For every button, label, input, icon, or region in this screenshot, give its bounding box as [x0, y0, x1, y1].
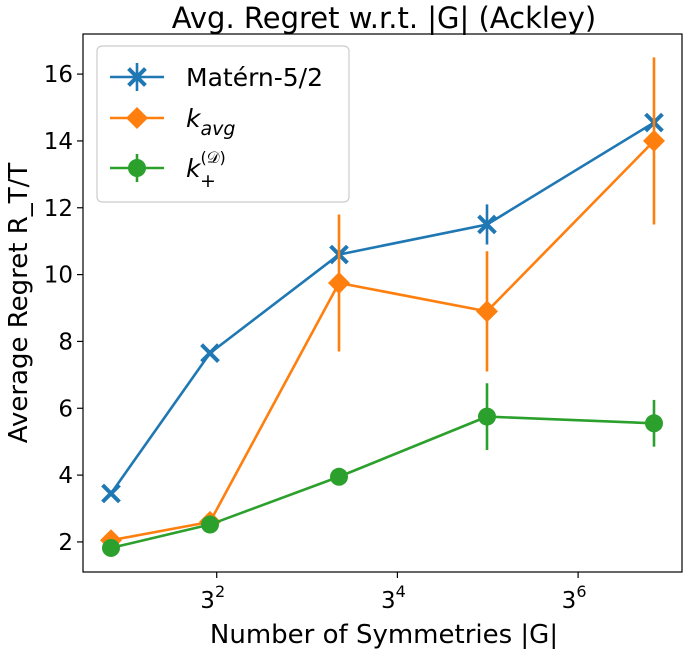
legend-label-kavg: kavg: [186, 104, 235, 140]
data-point-kplus-4: [645, 414, 663, 433]
data-point-matern-0-stroke-b: [101, 483, 121, 504]
x-axis-title: Number of Symmetries |G|: [210, 620, 558, 649]
y-tick-label-8: 8: [58, 329, 73, 355]
series-kavg: [100, 57, 665, 552]
legend-marker-matern-stroke-b: [127, 67, 147, 87]
data-point-kplus-2: [330, 467, 348, 486]
x-axis: 32 34 36: [200, 572, 587, 614]
data-point-matern-3-stroke-b: [477, 214, 497, 235]
y-tick-label-12: 12: [44, 196, 73, 222]
plot-frame: [82, 33, 683, 573]
data-point-kavg-2: [328, 271, 350, 294]
data-point-matern-0: [101, 483, 121, 504]
x-tick-label-3-6: 36: [562, 582, 587, 614]
plot-area: [100, 57, 665, 557]
legend-marker-kplus: [128, 159, 146, 177]
x-tick-label-3-4: 34: [381, 582, 406, 614]
y-tick-label-4: 4: [58, 463, 73, 489]
data-point-matern-3: [477, 214, 497, 235]
legend-marker-kavg: [126, 107, 148, 129]
y-tick-label-16: 16: [44, 62, 73, 88]
data-point-kplus-1: [201, 515, 219, 534]
legend-marker-matern: [127, 67, 147, 87]
y-tick-label-14: 14: [44, 129, 73, 155]
y-axis-title: Average Regret R_T/T: [4, 163, 34, 444]
y-tick-label-10: 10: [44, 263, 73, 289]
data-point-kavg-4: [643, 129, 665, 152]
legend-label-kplus: k(𝒟) +: [186, 148, 226, 192]
series-kplus: [102, 383, 663, 557]
legend: Matérn-5/2 kavg k(𝒟) +: [96, 45, 350, 203]
data-point-matern-1: [200, 343, 220, 363]
legend-label-matern: Matérn-5/2: [186, 63, 323, 92]
y-tick-label-6: 6: [58, 396, 73, 422]
data-point-matern-1-stroke-b: [200, 343, 220, 363]
y-axis: 2 4 6 8 10 12 14 16: [44, 62, 83, 556]
series-line-kplus: [110, 415, 655, 550]
y-tick-label-2: 2: [58, 530, 73, 556]
data-point-kplus-3: [478, 407, 496, 426]
data-point-kplus-0: [102, 538, 120, 557]
legend-box: [96, 45, 350, 203]
chart-title: Avg. Regret w.r.t. |G| (Ackley): [172, 1, 597, 35]
data-point-kavg-3: [476, 300, 498, 323]
x-tick-label-3-2: 32: [200, 582, 225, 614]
